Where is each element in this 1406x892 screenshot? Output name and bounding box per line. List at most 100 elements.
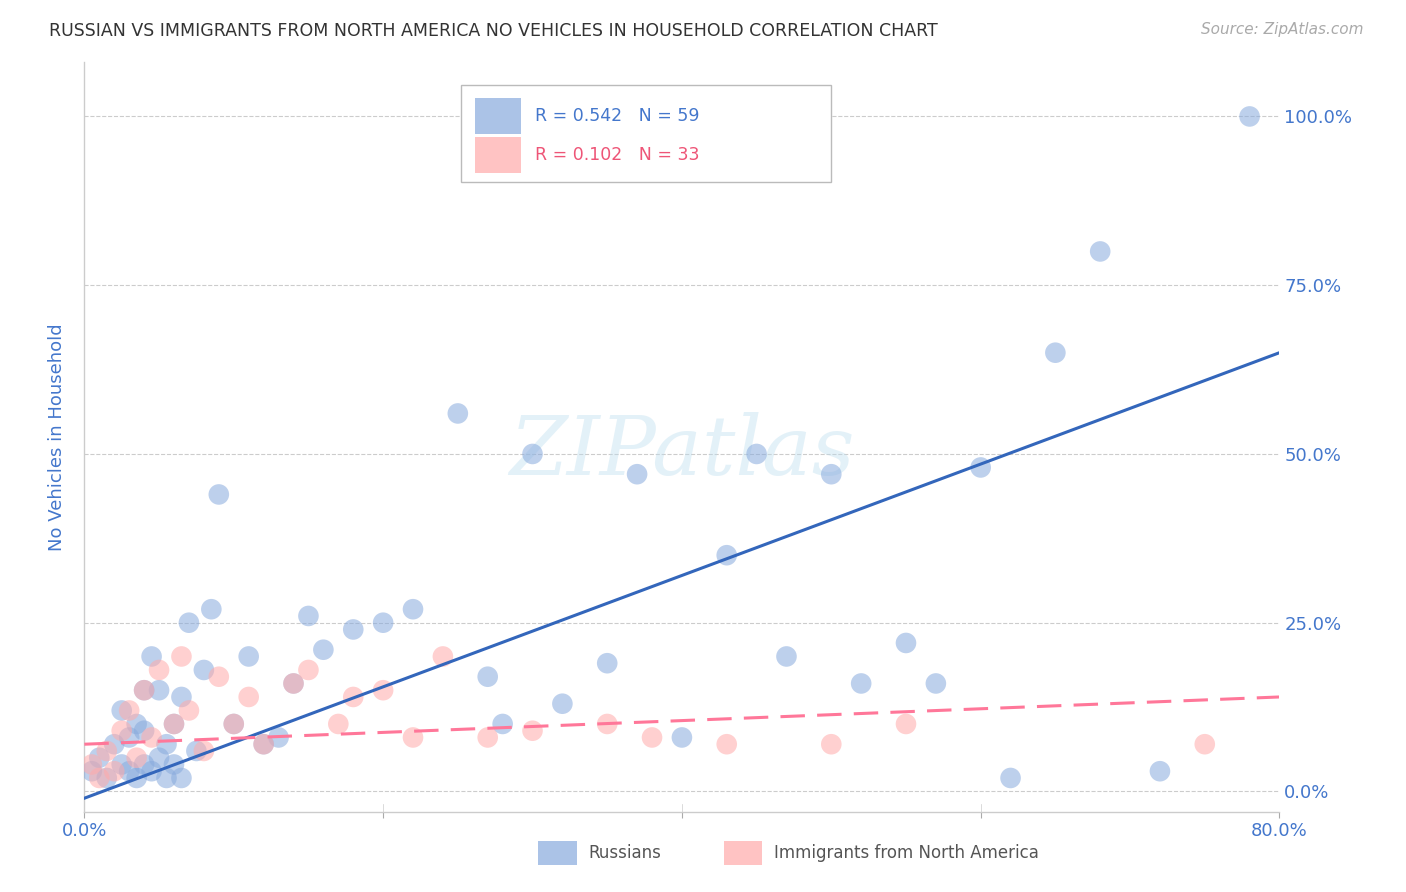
Point [820,467,842,482]
Point [596,657,619,671]
Point [132,757,156,772]
Point [96,771,118,785]
Point [125,717,148,731]
Point [111,757,134,772]
Bar [724,841,762,865]
Point [170,690,193,704]
Point [118,703,141,717]
Point [342,690,364,704]
Point [170,649,193,664]
Point [925,676,948,690]
Point [745,447,768,461]
Text: ZIPatlas: ZIPatlas [509,412,855,492]
Point [193,744,215,758]
Point [125,771,148,785]
Point [148,663,170,677]
Text: Immigrants from North America: Immigrants from North America [773,844,1039,862]
Point [208,670,231,684]
Point [253,737,276,751]
Bar [475,98,520,134]
Point [238,649,260,664]
Point [141,764,163,779]
Point [522,447,544,461]
Point [163,757,186,772]
Point [208,487,231,501]
FancyBboxPatch shape [461,85,831,182]
Point [775,649,797,664]
Point [148,750,170,764]
Point [186,744,208,758]
Point [328,717,350,731]
Point [432,649,454,664]
Point [177,615,200,630]
Point [132,683,156,698]
Text: R = 0.102   N = 33: R = 0.102 N = 33 [534,146,699,164]
Point [80,757,103,772]
Text: RUSSIAN VS IMMIGRANTS FROM NORTH AMERICA NO VEHICLES IN HOUSEHOLD CORRELATION CH: RUSSIAN VS IMMIGRANTS FROM NORTH AMERICA… [49,22,938,40]
Point [148,683,170,698]
Point [342,623,364,637]
Point [118,731,141,745]
Point [200,602,222,616]
Point [1194,737,1216,751]
Point [716,737,738,751]
Point [402,602,425,616]
Point [522,723,544,738]
Point [1149,764,1171,779]
Point [111,723,134,738]
Point [373,615,395,630]
Point [222,717,245,731]
Text: Source: ZipAtlas.com: Source: ZipAtlas.com [1201,22,1364,37]
Point [132,723,156,738]
Point [177,703,200,717]
Point [170,771,193,785]
Point [283,676,305,690]
Point [641,731,664,745]
Point [163,717,186,731]
Point [267,731,290,745]
Point [111,703,134,717]
Point [492,717,515,731]
Point [551,697,574,711]
Point [671,731,693,745]
Point [80,764,103,779]
Point [1090,244,1112,259]
Point [155,737,177,751]
Point [477,731,499,745]
Point [297,663,319,677]
Point [1000,771,1022,785]
Point [477,670,499,684]
Point [851,676,873,690]
Text: R = 0.542   N = 59: R = 0.542 N = 59 [534,107,699,125]
Point [402,731,425,745]
Point [89,771,111,785]
Point [238,690,260,704]
Point [89,750,111,764]
Point [1045,345,1067,359]
Point [373,683,395,698]
Point [970,460,993,475]
Point [103,737,125,751]
Point [125,750,148,764]
Point [163,717,186,731]
Point [141,731,163,745]
Point [253,737,276,751]
Point [716,548,738,562]
Point [596,717,619,731]
Point [312,642,335,657]
Point [193,663,215,677]
Point [447,407,470,421]
Point [118,764,141,779]
Point [103,764,125,779]
Y-axis label: No Vehicles in Household: No Vehicles in Household [48,323,66,551]
Point [1239,110,1261,124]
Point [626,467,648,482]
Point [820,737,842,751]
Point [894,636,917,650]
Point [96,744,118,758]
Point [132,683,156,698]
Point [283,676,305,690]
Point [155,771,177,785]
Point [141,649,163,664]
Text: Russians: Russians [589,844,662,862]
